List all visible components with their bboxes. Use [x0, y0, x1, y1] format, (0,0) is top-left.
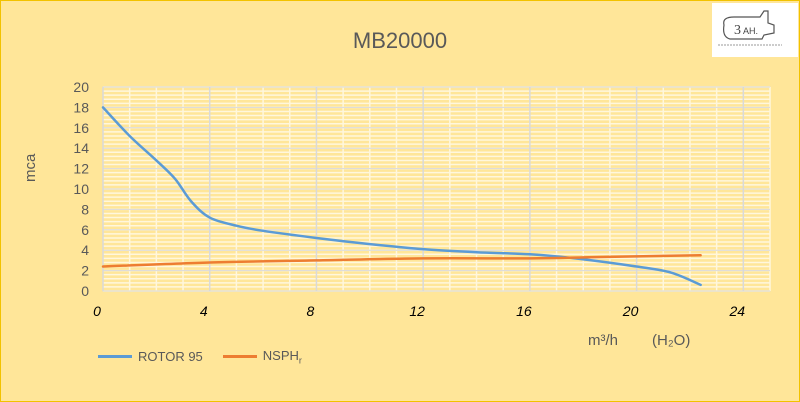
y-tick-label: 4: [81, 242, 89, 258]
y-tick-label: 2: [81, 263, 89, 279]
svg-text:3: 3: [734, 23, 741, 38]
y-tick-label: 0: [81, 283, 89, 299]
series-line-nsph: [101, 254, 702, 268]
legend-label: NSPHr: [262, 348, 302, 366]
y-tick-label: 18: [73, 99, 89, 115]
x-tick-label: 20: [622, 303, 639, 319]
y-tick-label: 12: [73, 161, 89, 177]
x-axis-note: (H₂O): [652, 332, 691, 349]
legend-swatch: [98, 355, 132, 359]
company-logo: 3 AH.: [712, 3, 798, 57]
series-line-rotor-95: [101, 106, 702, 287]
x-tick-label: 4: [200, 303, 208, 319]
logo-graphic: 3 AH.: [718, 10, 782, 46]
chart-title: MB20000: [352, 28, 448, 53]
y-tick-label: 8: [81, 201, 89, 217]
x-tick-label: 8: [307, 303, 315, 319]
x-axis-label: m³/h: [588, 332, 618, 349]
x-tick-label: 16: [516, 303, 532, 319]
y-tick-label: 10: [73, 181, 89, 197]
x-tick-label: 24: [729, 303, 746, 319]
legend-label: ROTOR 95: [138, 349, 203, 365]
legend: ROTOR 95 NSPHr: [98, 348, 302, 366]
legend-item-rotor: ROTOR 95: [98, 349, 203, 364]
legend-swatch: [222, 355, 257, 359]
y-tick-label: 6: [81, 222, 89, 238]
legend-item-nsph: NSPHr: [222, 348, 302, 366]
x-tick-label: 12: [409, 303, 425, 319]
y-tick-label: 14: [73, 140, 89, 156]
svg-text:AH.: AH.: [743, 26, 758, 36]
y-tick-label: 16: [73, 120, 89, 136]
x-tick-label: 0: [93, 303, 101, 319]
y-tick-label: 20: [73, 79, 89, 95]
